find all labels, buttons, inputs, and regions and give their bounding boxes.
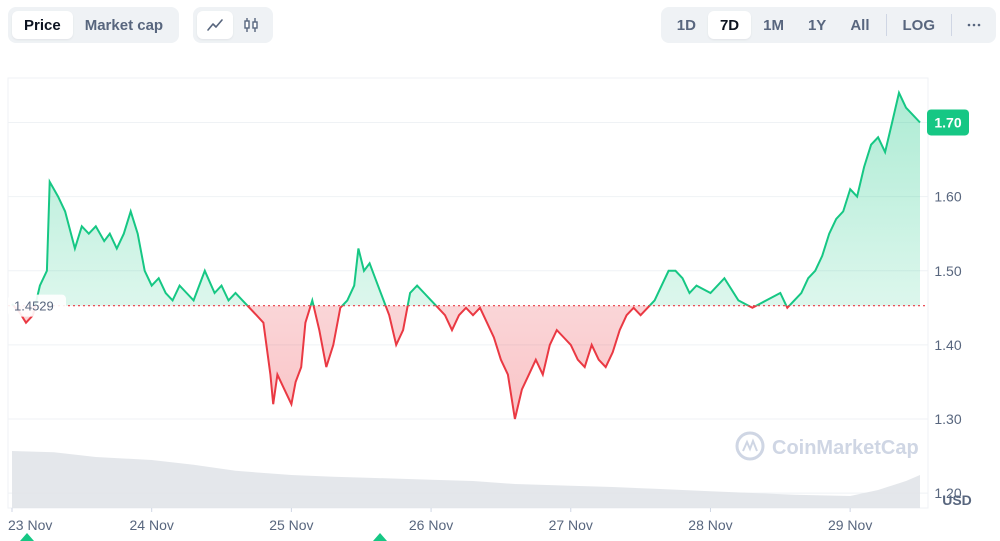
y-tick-label: 1.50 xyxy=(934,263,961,279)
coinmarketcap-logo-icon xyxy=(735,431,765,461)
time-range-selector: 1D 7D 1M 1Y All LOG xyxy=(660,7,996,43)
watermark: CoinMarketCap xyxy=(735,431,919,461)
range-1d[interactable]: 1D xyxy=(676,16,696,34)
y-tick-label: 1.30 xyxy=(934,411,961,427)
log-toggle[interactable]: LOG xyxy=(902,16,936,34)
y-axis-unit: USD xyxy=(942,492,972,508)
watermark-text: CoinMarketCap xyxy=(772,437,919,459)
area-fill-above-baseline xyxy=(12,92,920,306)
x-tick-label: 26 Nov xyxy=(409,517,453,533)
x-tick-label: 28 Nov xyxy=(688,517,732,533)
x-tick-label: 27 Nov xyxy=(549,517,593,533)
price-line-down xyxy=(12,305,791,420)
current-price-value: 1.70 xyxy=(934,114,961,130)
price-line-up xyxy=(11,89,921,306)
baseline-label: 1.4529 xyxy=(8,294,66,317)
baseline-value: 1.4529 xyxy=(14,299,54,314)
metric-tabs: Price Market cap xyxy=(8,7,180,43)
divider xyxy=(885,14,887,36)
y-tick-label: 1.60 xyxy=(934,189,961,205)
range-7d[interactable]: 7D xyxy=(707,11,752,39)
tab-price[interactable]: Price xyxy=(12,11,73,39)
range-1m[interactable]: 1M xyxy=(763,16,784,34)
candlestick-button[interactable] xyxy=(233,11,269,39)
x-tick-label: 25 Nov xyxy=(269,517,313,533)
divider xyxy=(951,14,952,36)
current-price-tag: 1.70 xyxy=(927,109,969,136)
range-1y[interactable]: 1Y xyxy=(807,16,827,34)
range-all[interactable]: All xyxy=(850,16,870,34)
area-fill-below-baseline xyxy=(12,305,920,419)
chart-type-switch xyxy=(193,7,273,43)
volume-area xyxy=(12,451,920,508)
event-marker[interactable] xyxy=(373,533,387,541)
timeline-markers xyxy=(20,533,387,541)
line-chart-icon xyxy=(207,19,223,31)
y-tick-label: 1.20 xyxy=(934,485,961,501)
event-marker[interactable] xyxy=(20,533,34,541)
x-tick-label: 29 Nov xyxy=(828,517,872,533)
line-chart-button[interactable] xyxy=(197,11,233,39)
x-tick-label: 23 Nov xyxy=(8,517,52,533)
tab-market-cap[interactable]: Market cap xyxy=(84,16,164,34)
more-options-button[interactable] xyxy=(956,11,992,39)
more-horizontal-icon xyxy=(967,23,981,27)
y-tick-label: 1.40 xyxy=(934,337,961,353)
x-tick-label: 24 Nov xyxy=(130,517,174,533)
candlestick-icon xyxy=(244,18,258,32)
